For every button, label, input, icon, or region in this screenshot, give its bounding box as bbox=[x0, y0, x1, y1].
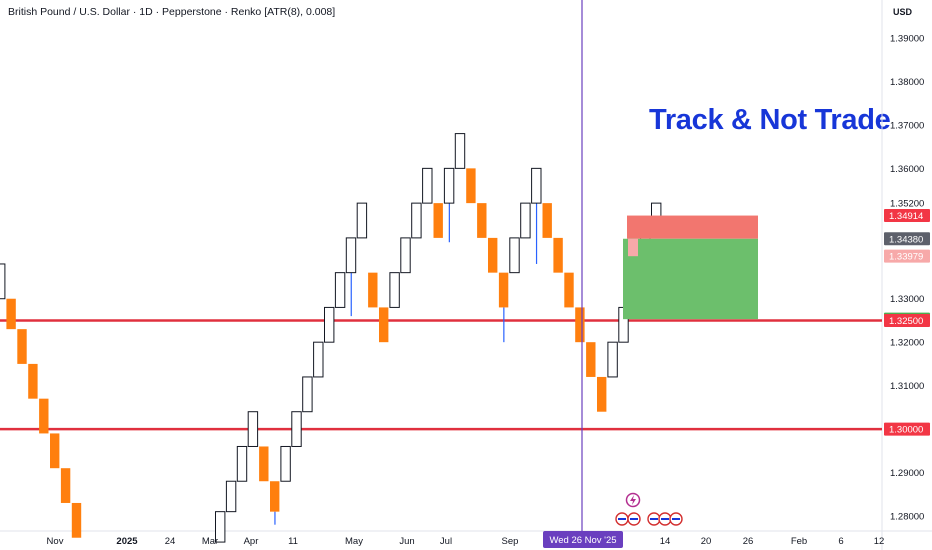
x-tick-label: 20 bbox=[701, 536, 712, 547]
currency-label[interactable]: USD bbox=[893, 7, 913, 17]
x-tick-label: Feb bbox=[791, 536, 807, 547]
x-tick-label: 14 bbox=[660, 536, 671, 547]
renko-up-box[interactable] bbox=[400, 237, 411, 274]
x-tick-label: 12 bbox=[874, 536, 885, 547]
take-profit-zone[interactable] bbox=[623, 238, 758, 320]
x-tick-label: 6 bbox=[838, 536, 843, 547]
y-tick-label: 1.31000 bbox=[890, 381, 924, 392]
renko-up-box[interactable] bbox=[389, 272, 400, 308]
renko-down-box[interactable] bbox=[39, 398, 49, 434]
x-tick-label: May bbox=[345, 536, 363, 547]
renko-up-box[interactable] bbox=[236, 445, 248, 482]
x-tick-label: Jun bbox=[399, 536, 414, 547]
price-label: 1.33979 bbox=[889, 252, 923, 263]
renko-up-box[interactable] bbox=[422, 167, 433, 204]
price-label: 1.34914 bbox=[889, 211, 923, 222]
y-tick-label: 1.29000 bbox=[890, 468, 924, 479]
renko-down-box[interactable] bbox=[50, 433, 60, 469]
renko-up-box[interactable] bbox=[247, 411, 259, 447]
renko-down-box[interactable] bbox=[586, 342, 596, 377]
renko-up-box[interactable] bbox=[411, 202, 422, 239]
renko-down-box[interactable] bbox=[6, 298, 16, 330]
crosshair-date-label: Wed 26 Nov '25 bbox=[549, 535, 616, 546]
y-tick-label: 1.28000 bbox=[890, 512, 924, 523]
renko-down-box[interactable] bbox=[270, 481, 280, 512]
x-tick-label: Sep bbox=[502, 536, 519, 547]
renko-down-box[interactable] bbox=[433, 203, 443, 238]
price-label: 1.30000 bbox=[889, 425, 923, 436]
renko-up-box[interactable] bbox=[334, 272, 346, 308]
x-tick-label: Jul bbox=[440, 536, 452, 547]
x-tick-label: 24 bbox=[165, 536, 176, 547]
renko-up-box[interactable] bbox=[345, 237, 357, 274]
renko-down-box[interactable] bbox=[553, 237, 563, 273]
renko-up-box[interactable] bbox=[607, 341, 618, 378]
renko-up-box[interactable] bbox=[302, 376, 313, 413]
renko-up-box[interactable] bbox=[280, 445, 291, 482]
renko-up-box[interactable] bbox=[531, 167, 542, 204]
price-label-bg bbox=[884, 249, 930, 263]
renko-up-box[interactable] bbox=[313, 341, 324, 378]
x-tick-label: Mar bbox=[202, 536, 218, 547]
renko-down-box[interactable] bbox=[379, 307, 389, 343]
renko-up-box[interactable] bbox=[356, 202, 368, 239]
y-tick-label: 1.36000 bbox=[890, 164, 924, 175]
renko-down-box[interactable] bbox=[259, 446, 269, 482]
x-tick-label: 2025 bbox=[116, 536, 138, 547]
renko-up-box[interactable] bbox=[0, 263, 6, 300]
lightning-icon bbox=[630, 495, 636, 505]
renko-up-box[interactable] bbox=[443, 167, 455, 204]
renko-up-box[interactable] bbox=[291, 411, 302, 447]
renko-down-box[interactable] bbox=[466, 168, 476, 204]
renko-down-box[interactable] bbox=[60, 468, 71, 503]
entry-marker bbox=[628, 238, 638, 257]
renko-down-box[interactable] bbox=[564, 272, 574, 308]
price-label-bg bbox=[884, 232, 930, 246]
renko-down-box[interactable] bbox=[477, 203, 487, 238]
y-tick-label: 1.35200 bbox=[890, 199, 924, 210]
renko-down-box[interactable] bbox=[488, 237, 498, 273]
y-tick-label: 1.37000 bbox=[890, 120, 924, 131]
y-tick-label: 1.32000 bbox=[890, 338, 924, 349]
x-tick-label: Apr bbox=[244, 536, 259, 547]
symbol-legend: British Pound / U.S. Dollar · 1D · Peppe… bbox=[8, 6, 336, 18]
renko-down-box[interactable] bbox=[17, 329, 27, 364]
renko-down-box[interactable] bbox=[597, 376, 607, 412]
renko-up-box[interactable] bbox=[324, 306, 335, 343]
price-label: 1.34380 bbox=[889, 234, 923, 245]
renko-down-box[interactable] bbox=[542, 203, 552, 238]
price-label-bg bbox=[884, 422, 930, 436]
x-tick-label: Nov bbox=[47, 536, 64, 547]
price-label-bg bbox=[884, 313, 930, 327]
renko-up-box[interactable] bbox=[225, 480, 237, 513]
renko-down-box[interactable] bbox=[28, 363, 38, 399]
renko-down-box[interactable] bbox=[498, 272, 509, 308]
y-tick-label: 1.33000 bbox=[890, 294, 924, 305]
renko-down-box[interactable] bbox=[71, 502, 82, 538]
x-tick-label: 11 bbox=[288, 536, 298, 547]
renko-down-box[interactable] bbox=[368, 272, 378, 308]
y-tick-label: 1.39000 bbox=[890, 34, 924, 45]
price-label: 1.32500 bbox=[889, 316, 923, 327]
price-label-bg bbox=[884, 209, 930, 223]
renko-up-box[interactable] bbox=[520, 202, 531, 239]
x-tick-label: 26 bbox=[743, 536, 754, 547]
y-tick-label: 1.38000 bbox=[890, 77, 924, 88]
renko-up-box[interactable] bbox=[509, 237, 520, 274]
renko-up-box[interactable] bbox=[215, 511, 226, 543]
stop-loss-zone[interactable] bbox=[627, 215, 758, 239]
track-not-trade-annotation: Track & Not Trade bbox=[649, 104, 891, 136]
crosshair-date-bg bbox=[543, 531, 623, 548]
renko-down-box[interactable] bbox=[575, 307, 585, 343]
renko-up-box[interactable] bbox=[454, 133, 466, 169]
